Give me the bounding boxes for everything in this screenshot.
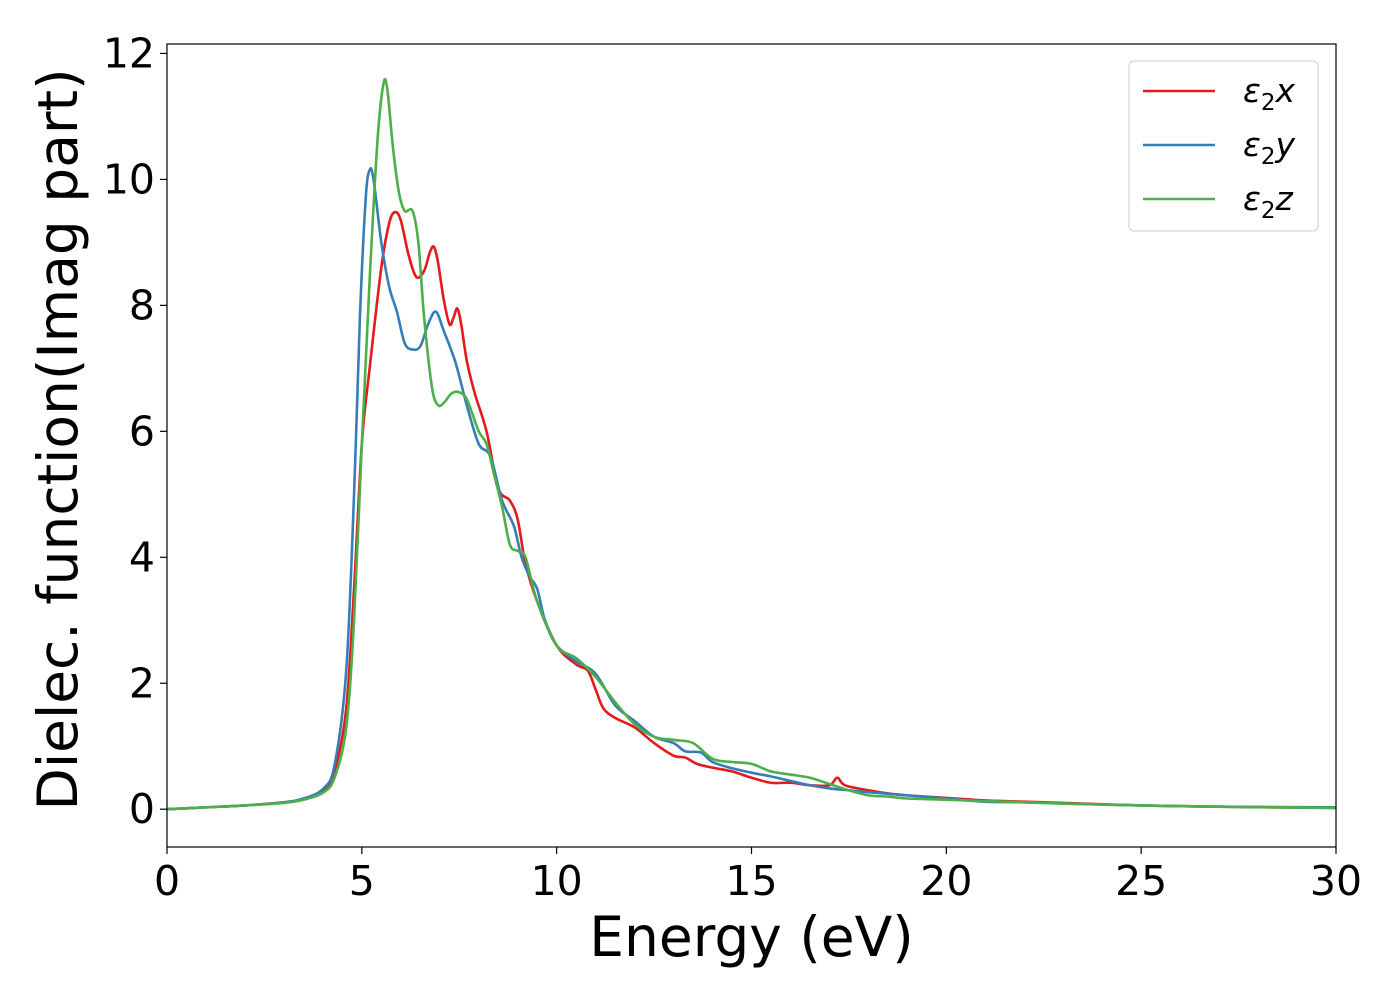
- y-tick-label: 6: [129, 407, 155, 455]
- x-ticks: 0 5 10 15 20 25 30: [154, 847, 1362, 905]
- y-tick-label: 2: [129, 659, 155, 707]
- x-tick-label: 15: [725, 857, 777, 905]
- x-tick-label: 30: [1310, 857, 1362, 905]
- legend-box: [1128, 60, 1319, 232]
- series-line-2: [166, 77, 1337, 811]
- series-line-1: [166, 167, 1337, 811]
- series-layer: [166, 77, 1337, 811]
- legend-label: ε2z: [1243, 179, 1293, 224]
- y-tick-label: 12: [103, 29, 155, 77]
- x-axis-label: Energy (eV): [589, 905, 913, 969]
- y-axis-label: Dielec. function(Imag part): [26, 68, 90, 810]
- x-tick-label: 5: [349, 857, 375, 905]
- x-tick-label: 0: [154, 857, 180, 905]
- y-tick-label: 10: [103, 155, 155, 203]
- x-tick-label: 10: [531, 857, 583, 905]
- y-tick-label: 0: [129, 785, 155, 833]
- y-ticks: 0 2 4 6 8 10 12: [103, 29, 167, 833]
- series-line-0: [166, 210, 1337, 811]
- legend-label: ε2y: [1243, 125, 1295, 170]
- legend-label: ε2x: [1243, 71, 1295, 116]
- x-tick-label: 20: [920, 857, 972, 905]
- y-tick-label: 8: [129, 281, 155, 329]
- x-tick-label: 25: [1115, 857, 1167, 905]
- y-tick-label: 4: [129, 533, 155, 581]
- legend: ε2x ε2y ε2z: [1128, 60, 1319, 232]
